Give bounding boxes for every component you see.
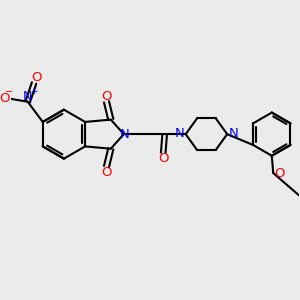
Text: N: N: [23, 90, 32, 103]
Text: O: O: [0, 92, 10, 105]
Text: N: N: [175, 127, 184, 140]
Text: O: O: [101, 166, 112, 179]
Text: O: O: [101, 89, 112, 103]
Text: O: O: [274, 167, 285, 179]
Text: +: +: [30, 87, 38, 96]
Text: O: O: [31, 71, 42, 84]
Text: −: −: [5, 87, 13, 97]
Text: O: O: [158, 152, 169, 165]
Text: N: N: [229, 127, 238, 140]
Text: N: N: [120, 128, 130, 141]
